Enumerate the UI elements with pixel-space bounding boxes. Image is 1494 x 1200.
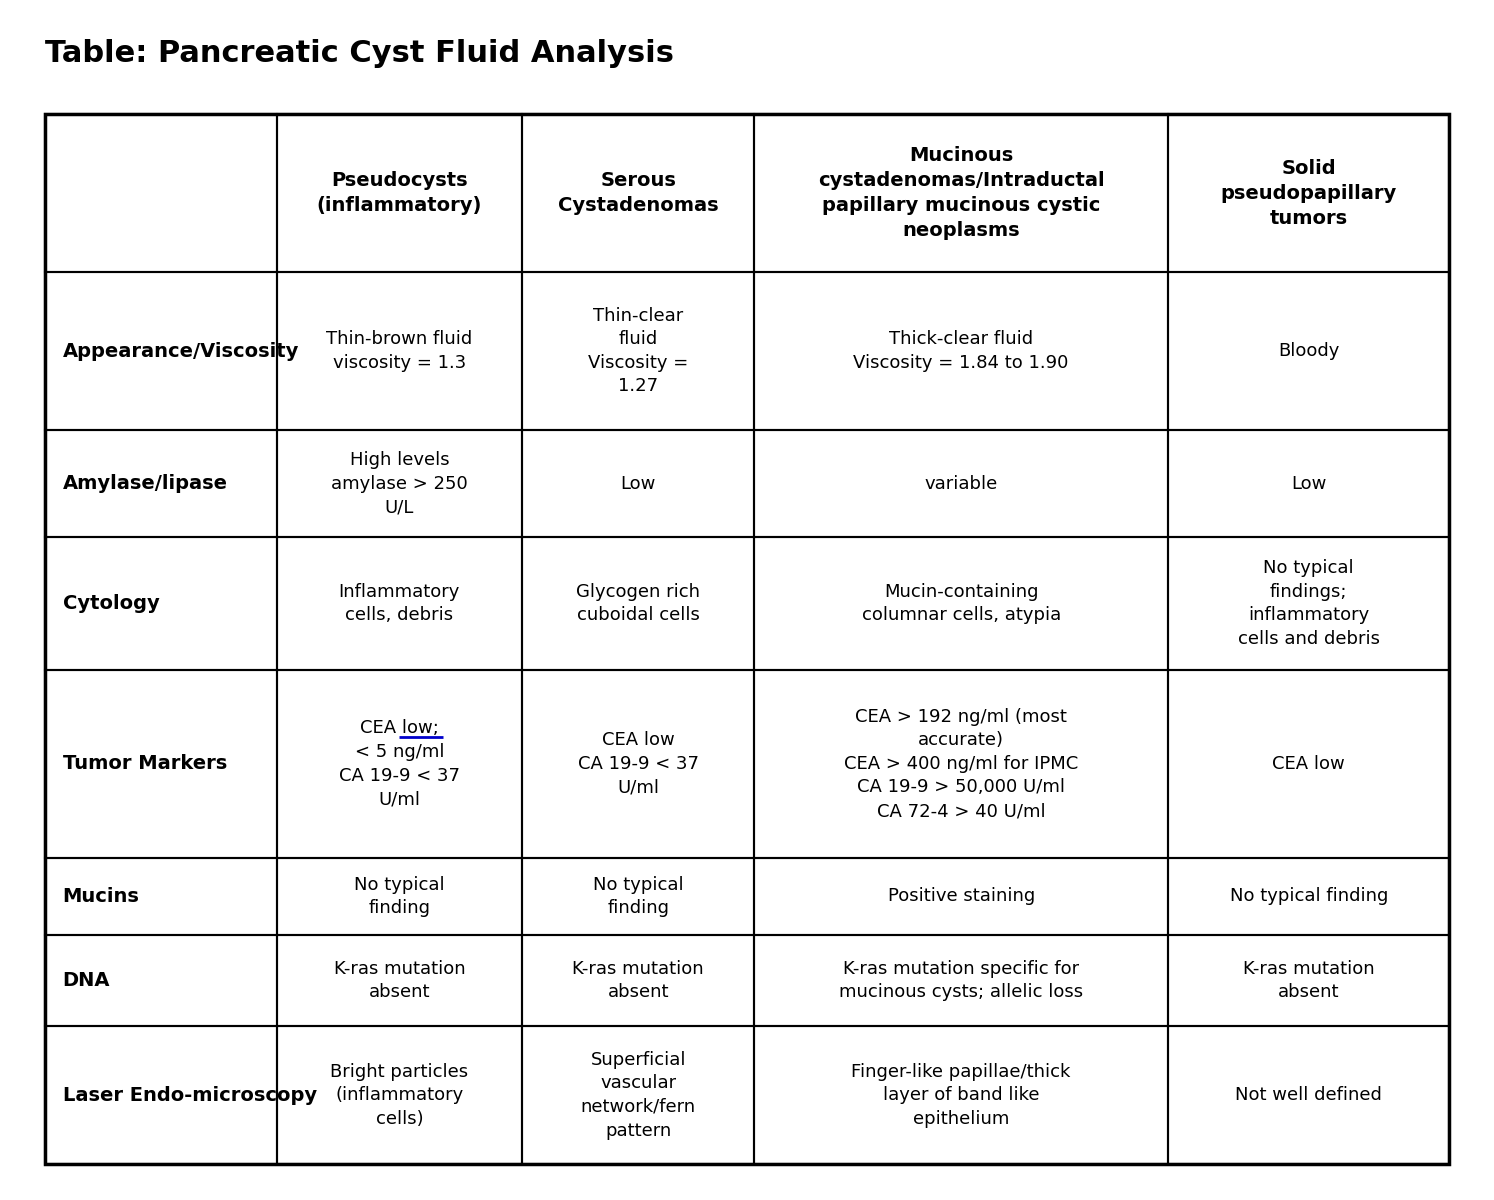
- Text: Solid
pseudopapillary
tumors: Solid pseudopapillary tumors: [1221, 158, 1397, 228]
- Text: Not well defined: Not well defined: [1236, 1086, 1382, 1104]
- Text: Bloody: Bloody: [1277, 342, 1340, 360]
- Text: Glycogen rich
cuboidal cells: Glycogen rich cuboidal cells: [577, 582, 701, 624]
- Text: Appearance/Viscosity: Appearance/Viscosity: [63, 342, 299, 360]
- Bar: [523, 935, 754, 1026]
- Text: No typical finding: No typical finding: [1230, 888, 1388, 906]
- Bar: [523, 1026, 754, 1164]
- Text: K-ras mutation
absent: K-ras mutation absent: [1243, 960, 1374, 1001]
- Text: Thick-clear fluid
Viscosity = 1.84 to 1.90: Thick-clear fluid Viscosity = 1.84 to 1.…: [853, 330, 1068, 372]
- Bar: [754, 538, 1168, 670]
- Bar: [276, 858, 523, 935]
- Bar: [754, 670, 1168, 858]
- Text: Mucins: Mucins: [63, 887, 139, 906]
- Bar: [754, 114, 1168, 272]
- Bar: [1168, 114, 1449, 272]
- Bar: [523, 430, 754, 538]
- Text: No typical
findings;
inflammatory
cells and debris: No typical findings; inflammatory cells …: [1237, 559, 1380, 648]
- Bar: [1168, 670, 1449, 858]
- Text: variable: variable: [925, 474, 998, 492]
- Text: Superficial
vascular
network/fern
pattern: Superficial vascular network/fern patter…: [581, 1051, 696, 1140]
- Text: Finger-like papillae/thick
layer of band like
epithelium: Finger-like papillae/thick layer of band…: [852, 1062, 1071, 1128]
- Bar: [523, 272, 754, 430]
- Bar: [1168, 538, 1449, 670]
- Bar: [276, 935, 523, 1026]
- Bar: [276, 272, 523, 430]
- Bar: [45, 272, 276, 430]
- Bar: [276, 430, 523, 538]
- Bar: [523, 114, 754, 272]
- Text: CEA low
CA 19-9 < 37
U/ml: CEA low CA 19-9 < 37 U/ml: [578, 731, 699, 797]
- Text: Thin-brown fluid
viscosity = 1.3: Thin-brown fluid viscosity = 1.3: [326, 330, 472, 372]
- Text: K-ras mutation specific for
mucinous cysts; allelic loss: K-ras mutation specific for mucinous cys…: [840, 960, 1083, 1001]
- Bar: [754, 858, 1168, 935]
- Bar: [1168, 935, 1449, 1026]
- Bar: [276, 538, 523, 670]
- Bar: [1168, 272, 1449, 430]
- Bar: [45, 430, 276, 538]
- Bar: [45, 935, 276, 1026]
- Text: Cytology: Cytology: [63, 594, 160, 613]
- Text: Table: Pancreatic Cyst Fluid Analysis: Table: Pancreatic Cyst Fluid Analysis: [45, 40, 674, 68]
- Text: No typical
finding: No typical finding: [593, 876, 683, 917]
- Text: Amylase/lipase: Amylase/lipase: [63, 474, 227, 493]
- Bar: [523, 858, 754, 935]
- Text: Positive staining: Positive staining: [887, 888, 1035, 906]
- Bar: [754, 272, 1168, 430]
- Bar: [1168, 430, 1449, 538]
- Bar: [1168, 858, 1449, 935]
- Bar: [45, 858, 276, 935]
- Text: High levels
amylase > 250
U/L: High levels amylase > 250 U/L: [332, 451, 468, 516]
- Bar: [754, 430, 1168, 538]
- Text: K-ras mutation
absent: K-ras mutation absent: [333, 960, 465, 1001]
- Text: Low: Low: [620, 474, 656, 492]
- Text: No typical
finding: No typical finding: [354, 876, 445, 917]
- Text: Tumor Markers: Tumor Markers: [63, 755, 227, 773]
- Text: CEA > 192 ng/ml (most
accurate)
CEA > 400 ng/ml for IPMC
CA 19-9 > 50,000 U/ml
C: CEA > 192 ng/ml (most accurate) CEA > 40…: [844, 708, 1079, 820]
- Text: K-ras mutation
absent: K-ras mutation absent: [572, 960, 704, 1001]
- Text: Mucinous
cystadenomas/Intraductal
papillary mucinous cystic
neoplasms: Mucinous cystadenomas/Intraductal papill…: [817, 146, 1104, 240]
- Text: Pseudocysts
(inflammatory): Pseudocysts (inflammatory): [317, 172, 483, 215]
- Bar: [754, 935, 1168, 1026]
- Bar: [45, 1026, 276, 1164]
- Bar: [45, 114, 1449, 1164]
- Bar: [1168, 1026, 1449, 1164]
- Text: DNA: DNA: [63, 971, 111, 990]
- Text: Low: Low: [1291, 474, 1327, 492]
- Text: Serous
Cystadenomas: Serous Cystadenomas: [557, 172, 719, 215]
- Bar: [276, 1026, 523, 1164]
- Text: CEA low;
< 5 ng/ml
CA 19-9 < 37
U/ml: CEA low; < 5 ng/ml CA 19-9 < 37 U/ml: [339, 720, 460, 809]
- Bar: [45, 538, 276, 670]
- Bar: [523, 538, 754, 670]
- Text: Bright particles
(inflammatory
cells): Bright particles (inflammatory cells): [330, 1062, 469, 1128]
- Bar: [276, 670, 523, 858]
- Bar: [45, 670, 276, 858]
- Bar: [754, 1026, 1168, 1164]
- Text: CEA low: CEA low: [1273, 755, 1345, 773]
- Bar: [45, 114, 276, 272]
- Text: Inflammatory
cells, debris: Inflammatory cells, debris: [339, 582, 460, 624]
- Bar: [276, 114, 523, 272]
- Text: Mucin-containing
columnar cells, atypia: Mucin-containing columnar cells, atypia: [862, 582, 1061, 624]
- Text: Laser Endo-microscopy: Laser Endo-microscopy: [63, 1086, 317, 1105]
- Text: Thin-clear
fluid
Viscosity =
1.27: Thin-clear fluid Viscosity = 1.27: [589, 307, 689, 396]
- Bar: [523, 670, 754, 858]
